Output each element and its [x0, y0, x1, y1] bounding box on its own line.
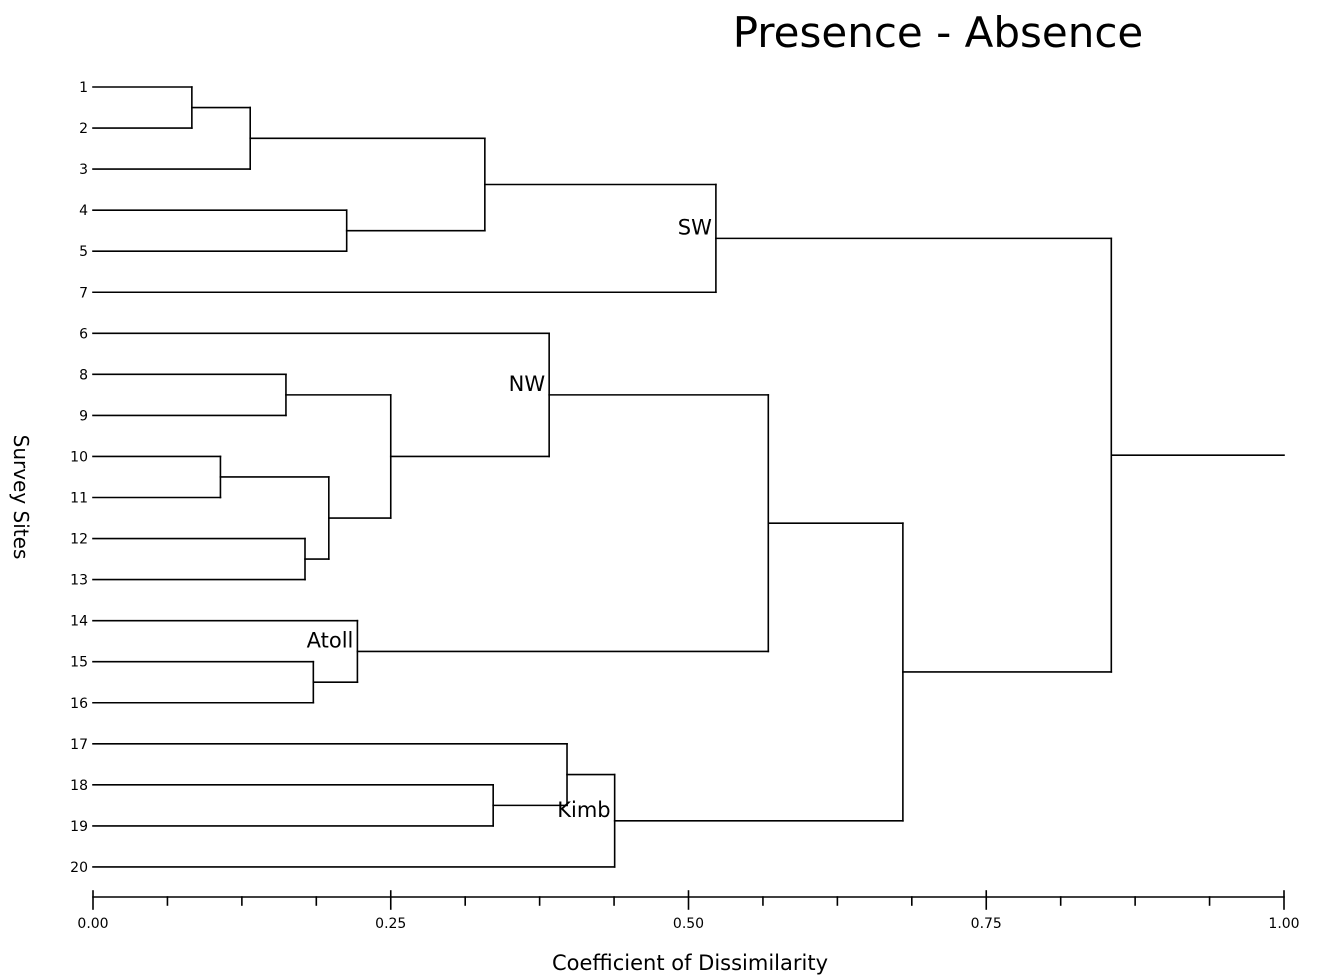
- site-label-3: 3: [79, 162, 88, 178]
- x-axis-label: Coefficient of Dissimilarity: [552, 951, 828, 975]
- group-label-atoll: Atoll: [307, 628, 354, 652]
- x-tick-label-2: 0.50: [673, 916, 704, 932]
- site-label-5: 5: [79, 244, 88, 260]
- site-label-14: 14: [70, 614, 88, 630]
- group-label-sw: SW: [678, 215, 712, 239]
- y-axis-label: Survey Sites: [9, 435, 33, 560]
- chart-title: Presence - Absence: [733, 8, 1144, 57]
- group-label-kimb: Kimb: [557, 798, 610, 822]
- site-label-13: 13: [70, 573, 88, 589]
- site-label-2: 2: [79, 121, 88, 137]
- site-label-20: 20: [70, 860, 88, 876]
- site-label-11: 11: [70, 491, 88, 507]
- site-label-10: 10: [70, 449, 88, 465]
- site-label-17: 17: [70, 737, 88, 753]
- site-label-9: 9: [79, 408, 88, 424]
- group-label-nw: NW: [509, 372, 546, 396]
- x-tick-label-1: 0.25: [375, 916, 406, 932]
- x-tick-label-3: 0.75: [971, 916, 1002, 932]
- x-tick-label-4: 1.00: [1268, 916, 1299, 932]
- site-label-8: 8: [79, 367, 88, 383]
- dendrogram-tree: [92, 86, 1285, 868]
- site-label-7: 7: [79, 285, 88, 301]
- site-label-16: 16: [70, 696, 88, 712]
- x-axis: 0.00 0.25 0.50 0.75 1.00: [77, 890, 1300, 932]
- group-labels: SW NW Atoll Kimb: [307, 215, 712, 821]
- site-label-1: 1: [79, 80, 88, 96]
- site-label-6: 6: [79, 326, 88, 342]
- site-label-12: 12: [70, 532, 88, 548]
- site-label-15: 15: [70, 655, 88, 671]
- x-tick-label-0: 0.00: [77, 916, 108, 932]
- site-label-19: 19: [70, 819, 88, 835]
- site-label-18: 18: [70, 778, 88, 794]
- site-label-4: 4: [79, 203, 88, 219]
